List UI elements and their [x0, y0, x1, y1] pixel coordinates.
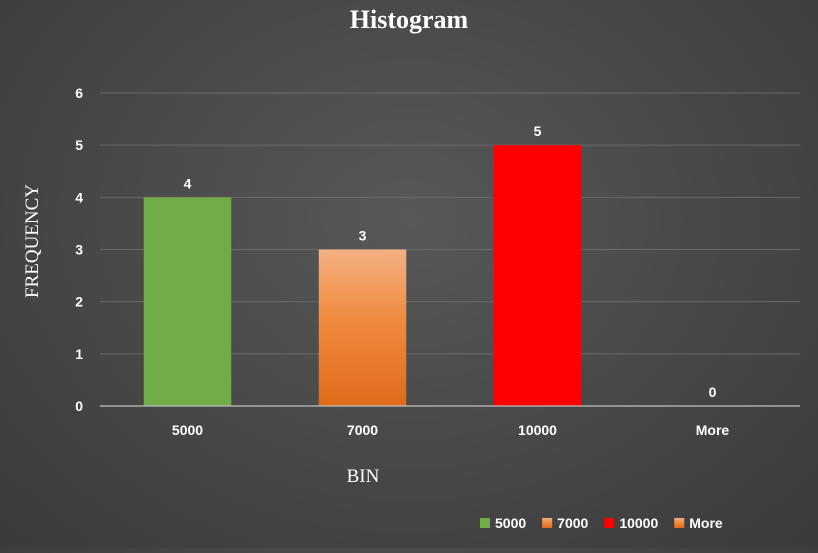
legend-label: 10000 — [619, 515, 658, 531]
bars: 4 3 5 0 — [143, 123, 717, 406]
legend-label: 7000 — [557, 515, 588, 531]
y-tick-label: 4 — [75, 189, 83, 205]
x-tick-label: 10000 — [518, 422, 557, 438]
legend: 5000 7000 10000 More — [480, 515, 723, 531]
legend-swatch — [480, 518, 490, 528]
y-tick-label: 0 — [75, 398, 83, 414]
y-tick-label: 3 — [75, 242, 83, 258]
bar-7000 — [318, 249, 407, 406]
data-label-10000: 5 — [534, 123, 542, 139]
data-label-More: 0 — [709, 384, 717, 400]
y-axis-title: FREQUENCY — [22, 184, 43, 298]
y-tick-label: 1 — [75, 346, 83, 362]
bar-10000 — [493, 145, 582, 406]
x-tick-label: More — [696, 422, 730, 438]
y-axis-ticks: 0 1 2 3 4 5 6 — [75, 85, 83, 414]
x-axis-ticks: 5000 7000 10000 More — [172, 422, 730, 438]
legend-swatch — [542, 518, 553, 528]
legend-label: 5000 — [495, 515, 526, 531]
y-tick-label: 6 — [75, 85, 83, 101]
x-tick-label: 5000 — [172, 422, 203, 438]
data-label-5000: 4 — [184, 175, 192, 191]
x-axis-title: BIN — [347, 466, 380, 487]
legend-label: More — [689, 515, 723, 531]
data-label-7000: 3 — [359, 228, 367, 244]
legend-swatch — [674, 518, 685, 528]
y-tick-label: 5 — [75, 137, 83, 153]
bar-5000 — [143, 197, 232, 406]
chart-title: Histogram — [350, 5, 469, 34]
legend-swatch — [604, 518, 615, 528]
x-tick-label: 7000 — [347, 422, 378, 438]
y-tick-label: 2 — [75, 294, 83, 310]
